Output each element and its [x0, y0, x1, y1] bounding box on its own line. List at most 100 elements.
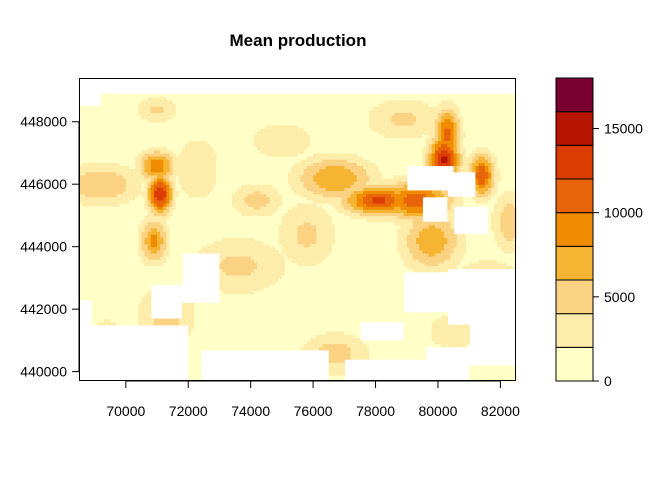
heat-cell: [160, 224, 164, 229]
heat-cell: [231, 134, 236, 138]
heat-cell: [85, 293, 89, 298]
heat-cell: [178, 215, 183, 220]
heat-cell: [103, 106, 108, 110]
heat-cell: [85, 271, 89, 276]
heat-cell: [91, 149, 96, 154]
heat-cell: [128, 290, 133, 295]
heat-cell: [153, 112, 158, 117]
heat-cell: [160, 321, 164, 326]
heat-cell: [178, 246, 183, 251]
heat-cell: [138, 149, 143, 154]
heat-cell: [103, 224, 108, 229]
heat-cell: [244, 131, 249, 135]
heat-cell: [206, 346, 211, 351]
heat-cell: [144, 212, 149, 217]
heat-cell: [91, 152, 96, 157]
heat-cell: [228, 337, 233, 341]
heat-cell: [266, 271, 271, 276]
heat-cell: [157, 224, 161, 229]
heat-cell: [206, 131, 211, 135]
heat-cell: [107, 256, 111, 260]
heat-cell: [203, 343, 208, 348]
heat-cell: [91, 293, 96, 298]
heat-cell: [238, 149, 242, 154]
heat-cell: [228, 274, 233, 279]
heat-cell: [263, 299, 267, 304]
heat-cell: [222, 121, 227, 126]
heat-cell: [110, 193, 114, 198]
heat-cell: [175, 168, 180, 173]
heat-cell: [213, 346, 217, 351]
heat-cell: [206, 218, 211, 223]
heat-cell: [256, 168, 261, 173]
heat-cell: [103, 265, 108, 270]
heat-cell: [228, 93, 233, 98]
heat-cell: [172, 256, 177, 260]
heat-cell: [103, 118, 108, 123]
heat-cell: [225, 171, 230, 176]
heat-cell: [132, 171, 136, 176]
heat-cell: [231, 149, 236, 154]
heat-cell: [125, 246, 130, 251]
heat-cell: [235, 131, 239, 135]
heat-cell: [272, 127, 277, 132]
heat-cell: [85, 190, 89, 195]
heat-cell: [185, 93, 189, 98]
heat-cell: [263, 343, 267, 348]
heat-cell: [94, 281, 99, 285]
heat-cell: [253, 124, 258, 129]
heat-cell: [132, 224, 136, 229]
heat-cell: [253, 187, 258, 192]
heat-cell: [285, 156, 289, 160]
heat-cell: [272, 312, 277, 316]
heat-cell: [119, 231, 124, 235]
heat-cell: [263, 181, 267, 185]
heat-cell: [228, 287, 233, 292]
heat-cell: [157, 152, 161, 157]
heat-cell: [247, 224, 252, 229]
heat-cell: [132, 121, 136, 126]
heat-cell: [103, 227, 108, 232]
heat-cell: [194, 234, 199, 238]
heat-cell: [216, 121, 221, 126]
heat-cell: [269, 165, 274, 170]
heat-cell: [194, 327, 199, 332]
heat-cell: [144, 162, 149, 167]
heat-cell: [260, 306, 264, 310]
heat-cell: [197, 199, 202, 204]
heat-cell: [228, 256, 233, 260]
heat-cell: [110, 249, 114, 254]
heat-cell: [185, 149, 189, 154]
heat-cell: [113, 96, 118, 101]
heat-cell: [103, 284, 108, 288]
heat-cell: [222, 249, 227, 254]
heat-cell: [103, 206, 108, 210]
heat-cell: [166, 268, 171, 273]
heat-cell: [178, 221, 183, 226]
heat-cell: [110, 287, 114, 292]
heat-cell: [206, 162, 211, 167]
heat-cell: [119, 93, 124, 98]
heat-cell: [160, 268, 164, 273]
heat-cell: [79, 246, 83, 251]
heat-cell: [225, 231, 230, 235]
heat-cell: [85, 193, 89, 198]
heat-cell: [163, 224, 167, 229]
heat-cell: [285, 159, 289, 163]
heat-cell: [157, 212, 161, 217]
heat-cell: [94, 112, 99, 117]
heat-cell: [110, 143, 114, 148]
heat-cell: [141, 221, 146, 226]
heat-cell: [107, 177, 111, 182]
heat-cell: [110, 177, 114, 182]
heat-cell: [128, 312, 133, 316]
heat-cell: [266, 237, 271, 242]
heat-cell: [113, 121, 118, 126]
heat-cell: [132, 218, 136, 223]
heat-cell: [110, 215, 114, 220]
heat-cell: [97, 171, 102, 176]
heat-cell: [225, 168, 230, 173]
heat-cell: [128, 102, 133, 107]
heat-cell: [263, 243, 267, 248]
heat-cell: [144, 246, 149, 251]
